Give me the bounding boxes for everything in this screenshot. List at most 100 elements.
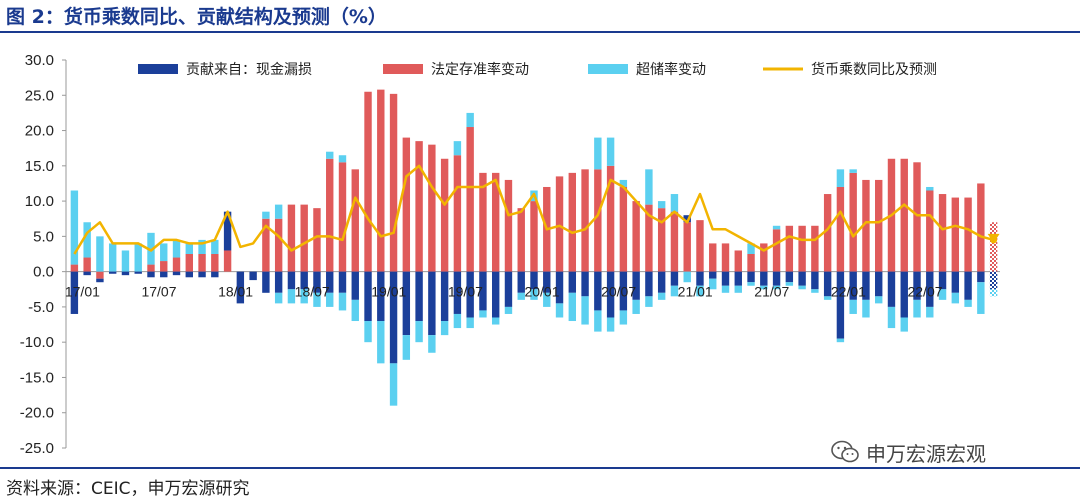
bar-excess-negative <box>402 335 411 360</box>
legend-label-rrr: 法定存准率变动 <box>431 61 529 78</box>
bar-excess-negative <box>440 321 449 336</box>
bar-excess-negative <box>683 271 691 283</box>
bar-rrr <box>875 179 883 272</box>
bar-rrr <box>581 169 589 272</box>
x-tick-label: 19/07 <box>448 284 483 300</box>
bar-leakage <box>274 271 283 293</box>
bar-rrr <box>389 93 398 272</box>
figure-title: 图 2：货币乘数同比、贡献结构及预测（%） <box>6 6 387 28</box>
bar-excess-negative <box>555 303 564 318</box>
bar-excess <box>453 141 462 156</box>
bar-leakage <box>377 271 385 322</box>
y-tick-label: -25.0 <box>20 440 54 457</box>
bar-leakage <box>606 271 615 318</box>
bar-leakage <box>568 271 577 293</box>
bar-excess <box>70 190 79 265</box>
bar-excess <box>594 137 602 170</box>
bar-excess <box>160 243 168 262</box>
bar-excess-negative <box>632 299 640 314</box>
bar-rrr <box>300 204 308 272</box>
bar-excess <box>185 243 193 254</box>
bar-excess <box>338 155 347 163</box>
x-tick-label: 18/07 <box>295 284 330 300</box>
bar-leakage <box>811 271 819 290</box>
bar-excess-negative <box>811 289 819 293</box>
watermark-text: 申万宏源宏观 <box>866 441 986 466</box>
bar-leakage <box>683 215 691 223</box>
bar-leakage <box>236 271 245 304</box>
bar-excess-negative <box>645 296 653 307</box>
bar-excess-negative <box>287 289 296 304</box>
y-tick-label: -20.0 <box>20 405 54 422</box>
bar-rrr <box>517 208 525 272</box>
bar-rrr <box>696 220 704 272</box>
y-tick-label: -5.0 <box>28 299 54 316</box>
bar-excess-negative <box>491 317 500 325</box>
bar-rrr <box>747 254 755 272</box>
bottom-rule <box>0 467 1080 469</box>
bar-excess <box>147 232 155 265</box>
x-tick-label: 21/01 <box>678 284 713 300</box>
bar-excess-negative <box>530 289 538 300</box>
bar-leakage <box>798 271 806 286</box>
bar-rrr <box>785 225 794 272</box>
bar-leakage <box>134 271 142 274</box>
x-tick-label: 22/07 <box>907 284 942 300</box>
x-tick-label: 21/07 <box>754 284 789 300</box>
bar-rrr <box>223 250 232 272</box>
bar-excess-negative <box>875 296 883 304</box>
bar-rrr <box>555 176 564 272</box>
bar-excess <box>83 222 91 258</box>
bar-rrr <box>594 169 602 272</box>
bar-rrr <box>798 225 806 272</box>
bar-rrr <box>326 158 334 272</box>
bar-rrr <box>926 190 934 272</box>
bar-excess <box>108 243 117 272</box>
bar-excess <box>849 169 857 173</box>
bar-excess <box>121 250 130 272</box>
bar-rrr <box>734 250 742 272</box>
bar-leakage <box>594 271 602 311</box>
legend-swatch-excess <box>588 64 628 74</box>
bar-rrr <box>938 194 947 272</box>
bar-excess <box>134 243 142 272</box>
bar-leakage <box>504 271 513 307</box>
bar-rrr <box>313 208 321 272</box>
bar-excess <box>96 236 104 272</box>
bar-excess-negative <box>326 292 334 307</box>
bar-excess-negative <box>887 306 896 329</box>
bar-rrr <box>951 197 960 272</box>
bar-leakage <box>364 271 372 322</box>
bar-rrr <box>338 162 347 272</box>
bar-excess-negative <box>696 285 704 297</box>
x-tick-label: 17/01 <box>65 284 100 300</box>
legend-swatch-rrr <box>383 64 423 74</box>
bar-leakage <box>657 271 666 293</box>
bar-leakage <box>760 271 768 286</box>
bar-leakage <box>619 271 628 311</box>
y-tick-label: -10.0 <box>20 334 54 351</box>
bar-leakage <box>428 271 436 336</box>
bar-excess-negative <box>926 306 934 318</box>
bar-leakage <box>670 271 679 286</box>
bar-rrr <box>619 186 628 272</box>
y-tick-label: 10.0 <box>25 193 54 210</box>
bar-leakage <box>402 271 411 336</box>
legend-label-line: 货币乘数同比及预测 <box>811 61 937 78</box>
x-tick-labels: 17/01 17/07 18/01 18/07 19/01 19/07 20/01 20/07… <box>65 284 943 300</box>
bar-leakage <box>198 271 206 278</box>
bar-leakage <box>147 271 155 278</box>
bar-rrr <box>479 172 487 272</box>
bar-rrr <box>823 194 832 272</box>
bar-excess-negative <box>313 292 321 307</box>
bar-rrr <box>274 218 283 272</box>
bar-rrr <box>657 208 666 272</box>
bar-rrr <box>351 169 359 272</box>
bar-rrr <box>632 201 640 272</box>
bar-excess-negative <box>453 313 462 329</box>
bar-excess <box>670 194 679 212</box>
bar-rrr <box>440 158 449 272</box>
legend-label-leakage: 贡献来自：现金漏损 <box>186 62 312 78</box>
bar-leakage <box>517 271 525 293</box>
bar-leakage <box>185 271 193 278</box>
